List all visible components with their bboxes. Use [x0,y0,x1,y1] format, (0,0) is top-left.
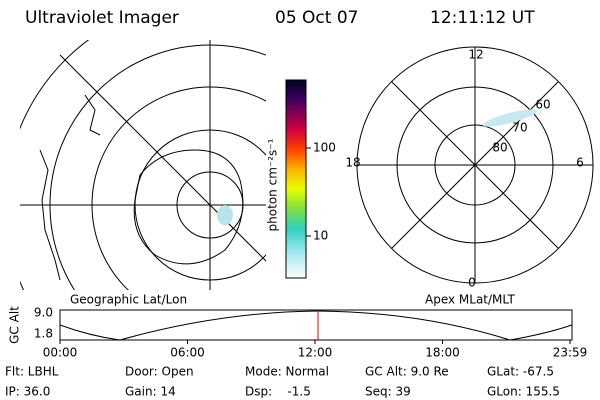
x-tick-label: 23:59 [553,346,588,360]
panel-label: Apex MLat/MLT [425,293,515,307]
status-field: GLat: -67.5 [487,365,554,379]
mlt-label: 0 [468,276,476,290]
panel-label: Geographic Lat/Lon [70,293,187,307]
colorbar-label: photon cm⁻²s⁻¹ [266,138,280,231]
status-field: Door: Open [125,365,194,379]
altitude-curve [59,310,573,341]
status-field: Mode: Normal [245,365,329,379]
status-field: IP: 36.0 [5,385,50,399]
y-axis-label: GC Alt [8,306,22,344]
polar-grid [356,46,594,284]
x-ticks: 00:00 06:00 12:00 18:00 23:59 [43,340,588,360]
lat-label: 60 [535,98,550,112]
date: 05 Oct 07 [275,8,358,28]
colorbar-tick-label: 10 [313,229,328,243]
x-tick-label: 18:00 [425,346,460,360]
title: Ultraviolet Imager [25,8,179,28]
status-field: Dsp: -1.5 [245,385,311,399]
x-tick-label: 06:00 [170,346,205,360]
aurora [482,109,538,127]
status-field: GLon: 155.5 [487,385,560,399]
mlt-label: 18 [345,156,360,170]
x-tick-label: 12:00 [298,346,333,360]
footer: Flt: LBHL Door: Open Mode: Normal GC Alt: 9… [5,365,560,399]
lat-label: 80 [492,141,507,155]
mlt-label: 6 [576,156,584,170]
aurora [217,205,233,225]
lat-label: 70 [512,121,527,135]
y-tick-label: 1.8 [34,327,53,341]
y-tick-label: 9.0 [34,306,53,320]
status-field: Gain: 14 [125,385,176,399]
time: 12:11:12 UT [430,8,535,28]
colorbar-tick-label: 100 [313,141,336,155]
status-field: Flt: LBHL [5,365,59,379]
mlt-label: 12 [468,48,483,62]
geo-map [20,40,266,290]
colorbar [285,79,307,279]
status-field: Seq: 39 [365,385,411,399]
status-field: GC Alt: 9.0 Re [365,365,449,379]
x-tick-label: 00:00 [43,346,78,360]
